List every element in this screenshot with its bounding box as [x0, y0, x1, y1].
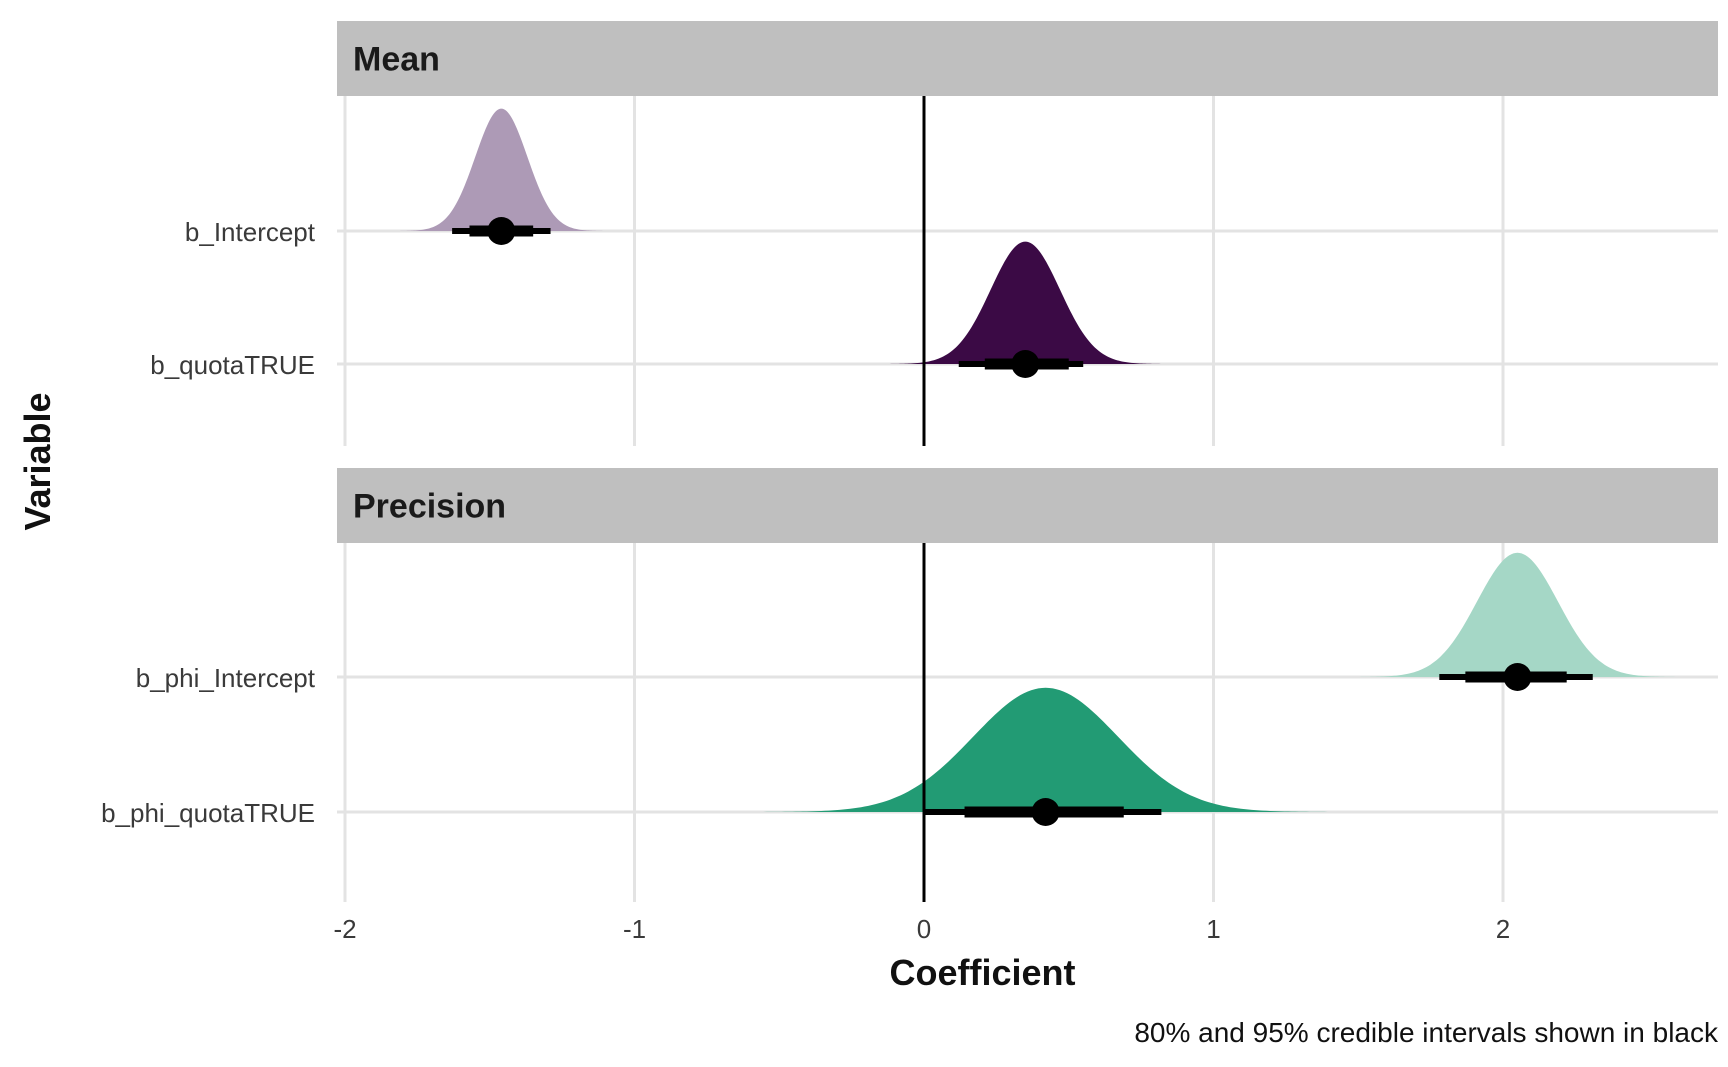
x-tick-label: -1	[623, 914, 646, 944]
chart-panels: Mean b_Intercept b_quotaTRUE Precision b_phi…	[101, 21, 1718, 902]
facet-strip-label: Mean	[353, 41, 440, 79]
y-tick-label: b_quotaTRUE	[150, 350, 315, 380]
facet-strip	[337, 21, 1718, 96]
density-b_quotaTRUE	[886, 241, 1165, 364]
density-b_phi_Intercept	[1355, 552, 1680, 677]
x-tick-label: 1	[1206, 914, 1220, 944]
density-b_Intercept	[397, 108, 606, 231]
facet-panel-precision: Precision b_phi_Intercept b_phi_quotaTRUE	[101, 468, 1718, 902]
facet-strip	[337, 468, 1718, 543]
x-axis: -2 -1 0 1 2	[333, 914, 1510, 944]
x-tick-label: 0	[917, 914, 931, 944]
point-estimate-b_phi_Intercept	[1503, 663, 1532, 691]
x-tick-label: 2	[1496, 914, 1510, 944]
x-tick-label: -2	[333, 914, 356, 944]
facet-strip-label: Precision	[353, 488, 506, 526]
y-tick-label: b_Intercept	[185, 217, 316, 247]
y-tick-label: b_phi_quotaTRUE	[101, 798, 315, 828]
y-axis-title: Variable	[17, 392, 58, 530]
x-axis-title: Coefficient	[889, 952, 1075, 993]
density-b_phi_quotaTRUE	[756, 687, 1336, 812]
facet-panel-mean: Mean b_Intercept b_quotaTRUE	[150, 21, 1718, 446]
y-tick-label: b_phi_Intercept	[136, 663, 316, 693]
point-estimate-b_Intercept	[487, 217, 516, 245]
point-estimate-b_quotaTRUE	[1011, 350, 1040, 378]
point-estimate-b_phi_quotaTRUE	[1031, 798, 1060, 826]
chart-caption: 80% and 95% credible intervals shown in …	[1134, 1017, 1719, 1048]
